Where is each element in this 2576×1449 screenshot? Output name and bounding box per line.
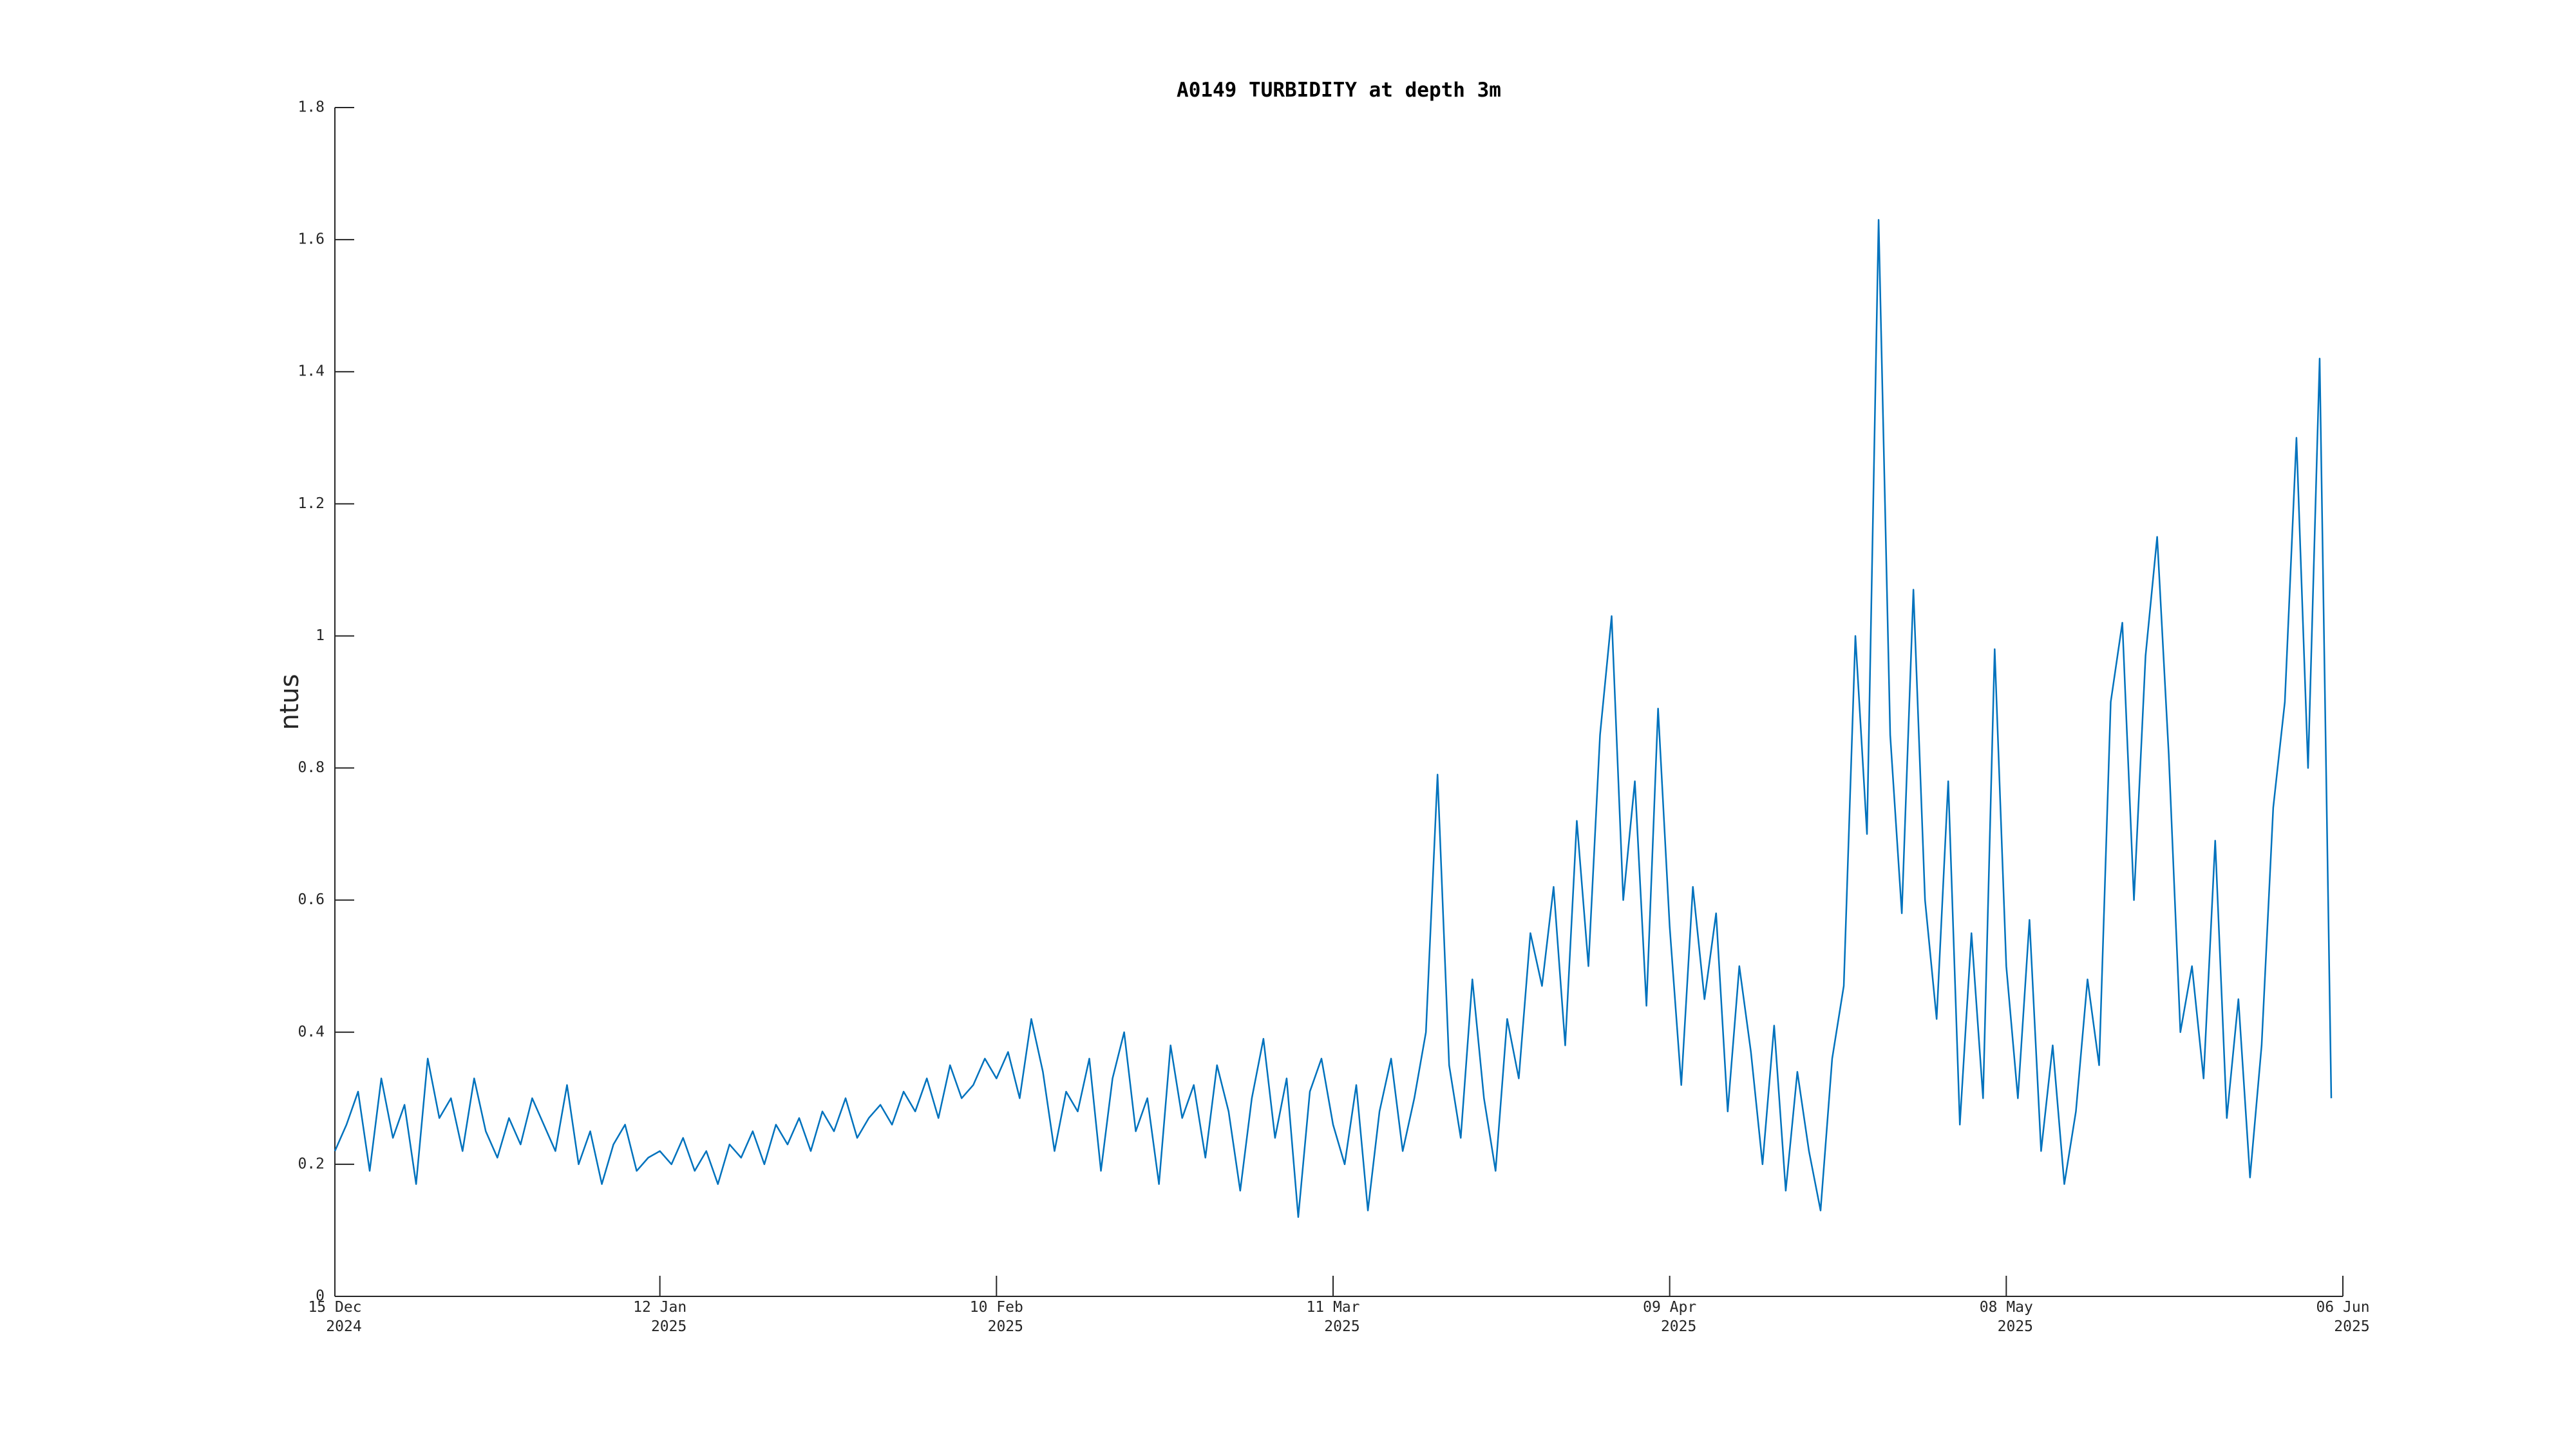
y-tick-label: 1.4: [298, 363, 325, 380]
x-tick-label-line: 12 Jan: [633, 1299, 687, 1316]
chart-title: A0149 TURBIDITY at depth 3m: [1177, 79, 1501, 102]
x-tick-label-line: 2025: [1324, 1318, 1359, 1335]
y-axis-label: ntus: [275, 674, 305, 730]
x-tick-label-line: 15 Dec: [308, 1299, 361, 1316]
y-tick-label: 0.2: [298, 1155, 325, 1172]
y-tick-label: 0.6: [298, 891, 325, 908]
y-tick-label: 1.8: [298, 99, 325, 116]
x-tick-label: 10 Feb 2025: [970, 1299, 1023, 1335]
y-tick-label: 0: [316, 1288, 325, 1305]
x-tick-label: 11 Mar 2025: [1306, 1299, 1359, 1335]
data-line: [334, 219, 2333, 1218]
x-tick-label: 06 Jun 2025: [2316, 1299, 2369, 1335]
x-tick-label-line: 2025: [1998, 1318, 2033, 1335]
x-tick-label-line: 2025: [651, 1318, 687, 1335]
x-tick-label-line: 09 Apr: [1643, 1299, 1696, 1316]
x-tick-label-line: 11 Mar: [1306, 1299, 1359, 1316]
y-tick-label: 0.4: [298, 1023, 325, 1040]
x-tick-label-line: 2025: [988, 1318, 1023, 1335]
y-tick-label: 1.6: [298, 231, 325, 248]
x-tick-label: 09 Apr 2025: [1643, 1299, 1696, 1335]
y-tick-label: 0.8: [298, 759, 325, 776]
x-tick-label-line: 08 May: [1980, 1299, 2033, 1316]
x-tick-label-line: 10 Feb: [970, 1299, 1023, 1316]
x-tick-label: 08 May 2025: [1980, 1299, 2033, 1335]
x-tick-label-line: 2025: [1661, 1318, 1696, 1335]
x-tick-label: 12 Jan 2025: [633, 1299, 687, 1335]
y-tick-label: 1: [316, 627, 325, 644]
x-tick-label: 15 Dec 2024: [308, 1299, 361, 1335]
x-tick-label-line: 2025: [2334, 1318, 2369, 1335]
y-tick-label: 1.2: [298, 495, 325, 512]
x-tick-label-line: 2024: [326, 1318, 361, 1335]
x-tick-label-line: 06 Jun: [2316, 1299, 2369, 1316]
